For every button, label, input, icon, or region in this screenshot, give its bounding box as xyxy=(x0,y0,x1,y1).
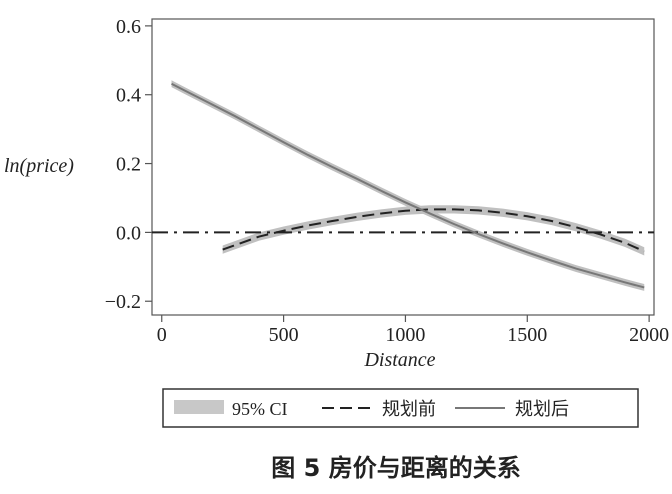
axes: 0 500 1000 1500 2000 −0.2 0.0 0.2 0.4 0.6 xyxy=(105,16,669,346)
y-tick-label: 0.4 xyxy=(116,85,141,107)
legend-before-label: 规划前 xyxy=(382,399,436,419)
series-lines xyxy=(152,82,654,289)
x-tick-label: 1000 xyxy=(385,324,425,346)
ci-band-series-1 xyxy=(171,80,645,291)
x-tick-label: 0 xyxy=(157,324,167,346)
legend-after-label: 规划后 xyxy=(515,399,569,419)
legend-box xyxy=(162,388,639,428)
y-tick-label: 0.6 xyxy=(116,16,141,38)
y-tick-label: 0.2 xyxy=(116,154,141,176)
x-tick-label: 500 xyxy=(269,324,299,346)
y-axis-title: ln(price) xyxy=(4,155,74,177)
x-tick-label: 1500 xyxy=(507,324,547,346)
ci-bands xyxy=(171,80,645,291)
legend-ci-swatch xyxy=(174,400,224,414)
figure-caption: 图 5 房价与距离的关系 xyxy=(271,454,520,482)
x-axis-title: Distance xyxy=(363,349,435,371)
series-line-0 xyxy=(222,208,645,253)
ci-band-series-0 xyxy=(222,205,645,256)
x-tick-label: 2000 xyxy=(629,324,669,346)
plot-frame xyxy=(151,18,655,316)
series-line-1 xyxy=(171,82,645,289)
y-tick-label: −0.2 xyxy=(105,291,141,313)
legend-ci-label: 95% CI xyxy=(232,399,288,419)
y-tick-label: 0.0 xyxy=(116,222,141,244)
